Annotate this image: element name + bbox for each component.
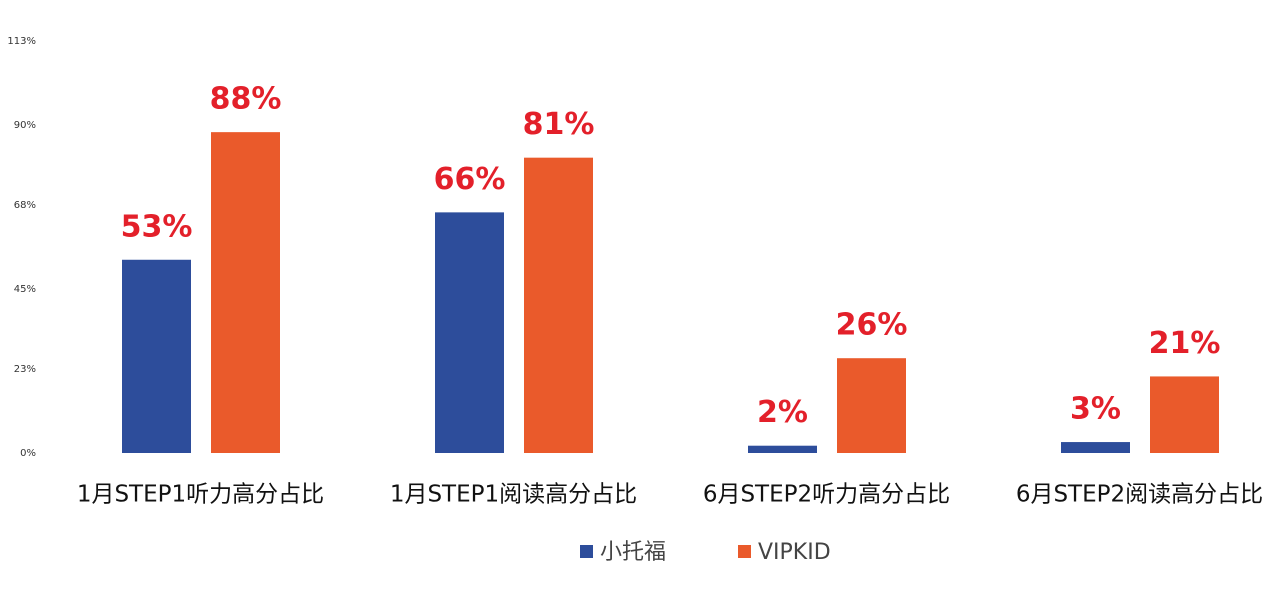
value-label: 2% — [757, 395, 808, 430]
value-label: 81% — [523, 107, 595, 142]
bar — [435, 212, 504, 453]
x-tick-label: 6月STEP2听力高分占比 — [703, 482, 950, 508]
value-label: 21% — [1149, 326, 1221, 361]
y-tick-label: 23% — [14, 364, 36, 375]
bar — [211, 132, 280, 453]
y-tick-label: 90% — [14, 120, 36, 131]
y-tick-label: 45% — [14, 284, 36, 295]
bar — [1150, 376, 1219, 453]
value-label: 26% — [836, 308, 908, 343]
x-tick-label: 6月STEP2阅读高分占比 — [1016, 482, 1263, 508]
x-tick-label: 1月STEP1阅读高分占比 — [390, 482, 637, 508]
bar — [122, 259, 191, 453]
legend-swatch — [580, 545, 593, 558]
legend-label: 小托福 — [600, 540, 666, 565]
y-tick-label: 113% — [7, 36, 36, 47]
y-tick-label: 68% — [14, 200, 36, 211]
bar — [1061, 442, 1130, 453]
x-tick-label: 1月STEP1听力高分占比 — [77, 482, 324, 508]
value-label: 88% — [210, 82, 282, 117]
bar — [748, 445, 817, 453]
legend-label: VIPKID — [758, 540, 831, 565]
bar — [837, 358, 906, 453]
y-tick-label: 0% — [20, 448, 36, 459]
value-label: 53% — [121, 209, 193, 244]
value-label: 66% — [434, 162, 506, 197]
value-label: 3% — [1070, 392, 1121, 427]
bar — [524, 157, 593, 454]
legend-swatch — [738, 545, 751, 558]
